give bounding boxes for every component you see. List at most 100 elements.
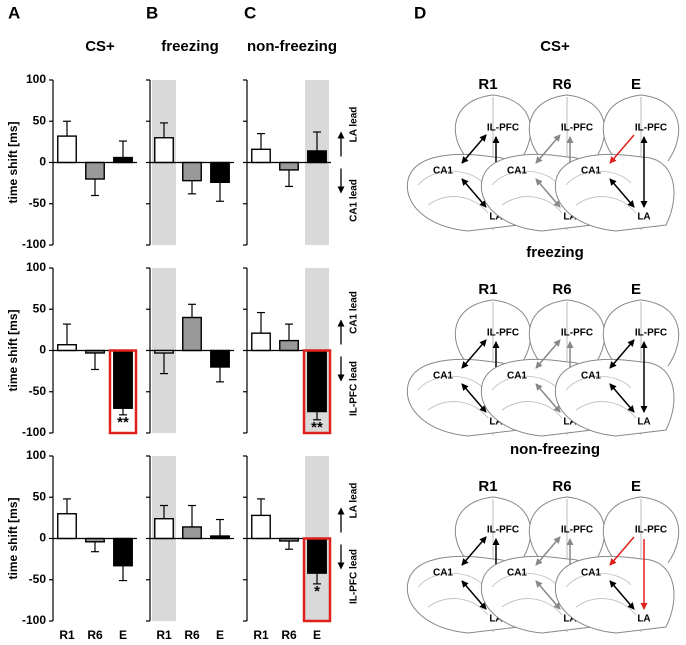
y-tick-label: -50	[29, 196, 47, 210]
diagram: CS+ R1 IL-PFC CA1 LA R6 IL-PFC CA1 LA E IL-PFC CA1 L…	[406, 38, 680, 634]
region-label: LA	[563, 417, 576, 428]
highlight-box	[302, 537, 332, 623]
bar	[210, 161, 230, 183]
connection-arrow	[535, 580, 561, 610]
region-label: IL-PFC	[635, 328, 667, 339]
connection-arrow	[535, 339, 561, 369]
region-label: LA	[489, 417, 502, 428]
bar	[182, 526, 202, 540]
bar	[307, 349, 327, 413]
diagram-column-label: E	[631, 281, 641, 298]
region-label: IL-PFC	[635, 525, 667, 536]
region-label: LA	[489, 614, 502, 625]
bar	[279, 339, 299, 352]
bar	[182, 316, 202, 352]
y-tick-label: 0	[39, 343, 46, 357]
connection-arrow	[461, 178, 487, 208]
y-tick-label: 100	[26, 448, 46, 462]
connection-arrow	[609, 339, 635, 369]
significance: **	[311, 419, 323, 436]
region-label: IL-PFC	[487, 328, 519, 339]
connection-arrow	[609, 383, 635, 413]
region-label: IL-PFC	[487, 525, 519, 536]
panel-label: B	[146, 3, 158, 22]
connection-arrow	[461, 580, 487, 610]
connection-arrow	[609, 134, 635, 164]
region-label: IL-PFC	[635, 123, 667, 134]
bar	[57, 344, 77, 352]
region-label: CA1	[507, 166, 527, 177]
diagram-column-label: E	[631, 76, 641, 93]
y-tick-label: 50	[33, 113, 47, 127]
region-label: CA1	[433, 371, 453, 382]
bar	[279, 161, 299, 171]
region-label: LA	[489, 212, 502, 223]
bar	[113, 537, 133, 567]
region-label: IL-PFC	[487, 123, 519, 134]
y-tick-label: -50	[29, 572, 47, 586]
y-tick-label: 50	[33, 489, 47, 503]
bar	[85, 161, 105, 180]
y-tick-label: 0	[39, 531, 46, 545]
x-tick-label: R6	[281, 628, 297, 642]
y-tick-label: -100	[22, 613, 46, 627]
x-tick-label: R6	[184, 628, 200, 642]
region-label: IL-PFC	[561, 525, 593, 536]
bar	[57, 135, 77, 164]
x-tick-label: R1	[253, 628, 269, 642]
connection-arrow	[609, 580, 635, 610]
region-label: IL-PFC	[561, 123, 593, 134]
bar	[307, 150, 327, 164]
connection-arrow	[461, 134, 487, 164]
region-label: LA	[563, 614, 576, 625]
diagram-column-label: R6	[552, 478, 571, 495]
y-tick-label: 50	[33, 301, 47, 315]
bar	[251, 332, 271, 352]
connection-arrow	[609, 178, 635, 208]
x-tick-label: E	[313, 628, 321, 642]
bar	[154, 518, 174, 540]
panel-label: A	[8, 3, 20, 22]
y-axis-label: time shift [ms]	[6, 497, 20, 579]
lead-label: CA1 lead	[349, 179, 360, 222]
y-tick-label: 100	[26, 72, 46, 86]
connection-arrow	[461, 383, 487, 413]
region-label: CA1	[433, 166, 453, 177]
y-tick-label: -100	[22, 237, 46, 251]
diagram-title: non-freezing	[510, 441, 600, 458]
bar	[307, 537, 327, 574]
lead-label: CA1 lead	[349, 291, 360, 334]
region-label: CA1	[433, 568, 453, 579]
x-tick-label: R6	[87, 628, 103, 642]
y-tick-label: -50	[29, 384, 47, 398]
bar	[113, 349, 133, 409]
region-label: IL-PFC	[561, 328, 593, 339]
bar	[154, 137, 174, 164]
region-label: LA	[637, 212, 650, 223]
diagram-column-label: R1	[478, 478, 497, 495]
column-title: freezing	[161, 38, 219, 55]
panel-label: C	[244, 3, 256, 22]
highlight-box	[108, 349, 138, 435]
y-tick-label: -100	[22, 425, 46, 439]
connection-arrow	[461, 536, 487, 566]
column-title: CS+	[85, 38, 115, 55]
y-axis-label: time shift [ms]	[6, 309, 20, 391]
diagram-title: freezing	[526, 244, 584, 261]
connection-arrow	[461, 339, 487, 369]
x-tick-label: R1	[156, 628, 172, 642]
x-tick-label: E	[216, 628, 224, 642]
significance: **	[117, 414, 129, 431]
column-title: non-freezing	[247, 38, 337, 55]
bar	[113, 156, 133, 164]
connection-arrow	[535, 536, 561, 566]
region-label: CA1	[507, 568, 527, 579]
diagram-title: CS+	[540, 38, 570, 55]
diagram-column-label: R6	[552, 76, 571, 93]
panel-label: D	[414, 3, 426, 22]
x-tick-label: E	[119, 628, 127, 642]
lead-label: LA lead	[349, 483, 360, 519]
region-label: LA	[637, 417, 650, 428]
connection-arrow	[535, 383, 561, 413]
